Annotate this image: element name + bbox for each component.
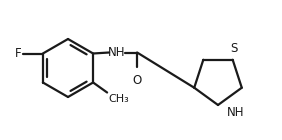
Text: F: F: [15, 47, 22, 60]
Text: O: O: [133, 74, 142, 87]
Text: NH: NH: [108, 46, 126, 59]
Text: CH₃: CH₃: [108, 94, 129, 103]
Text: S: S: [230, 42, 237, 55]
Text: NH: NH: [227, 106, 244, 119]
